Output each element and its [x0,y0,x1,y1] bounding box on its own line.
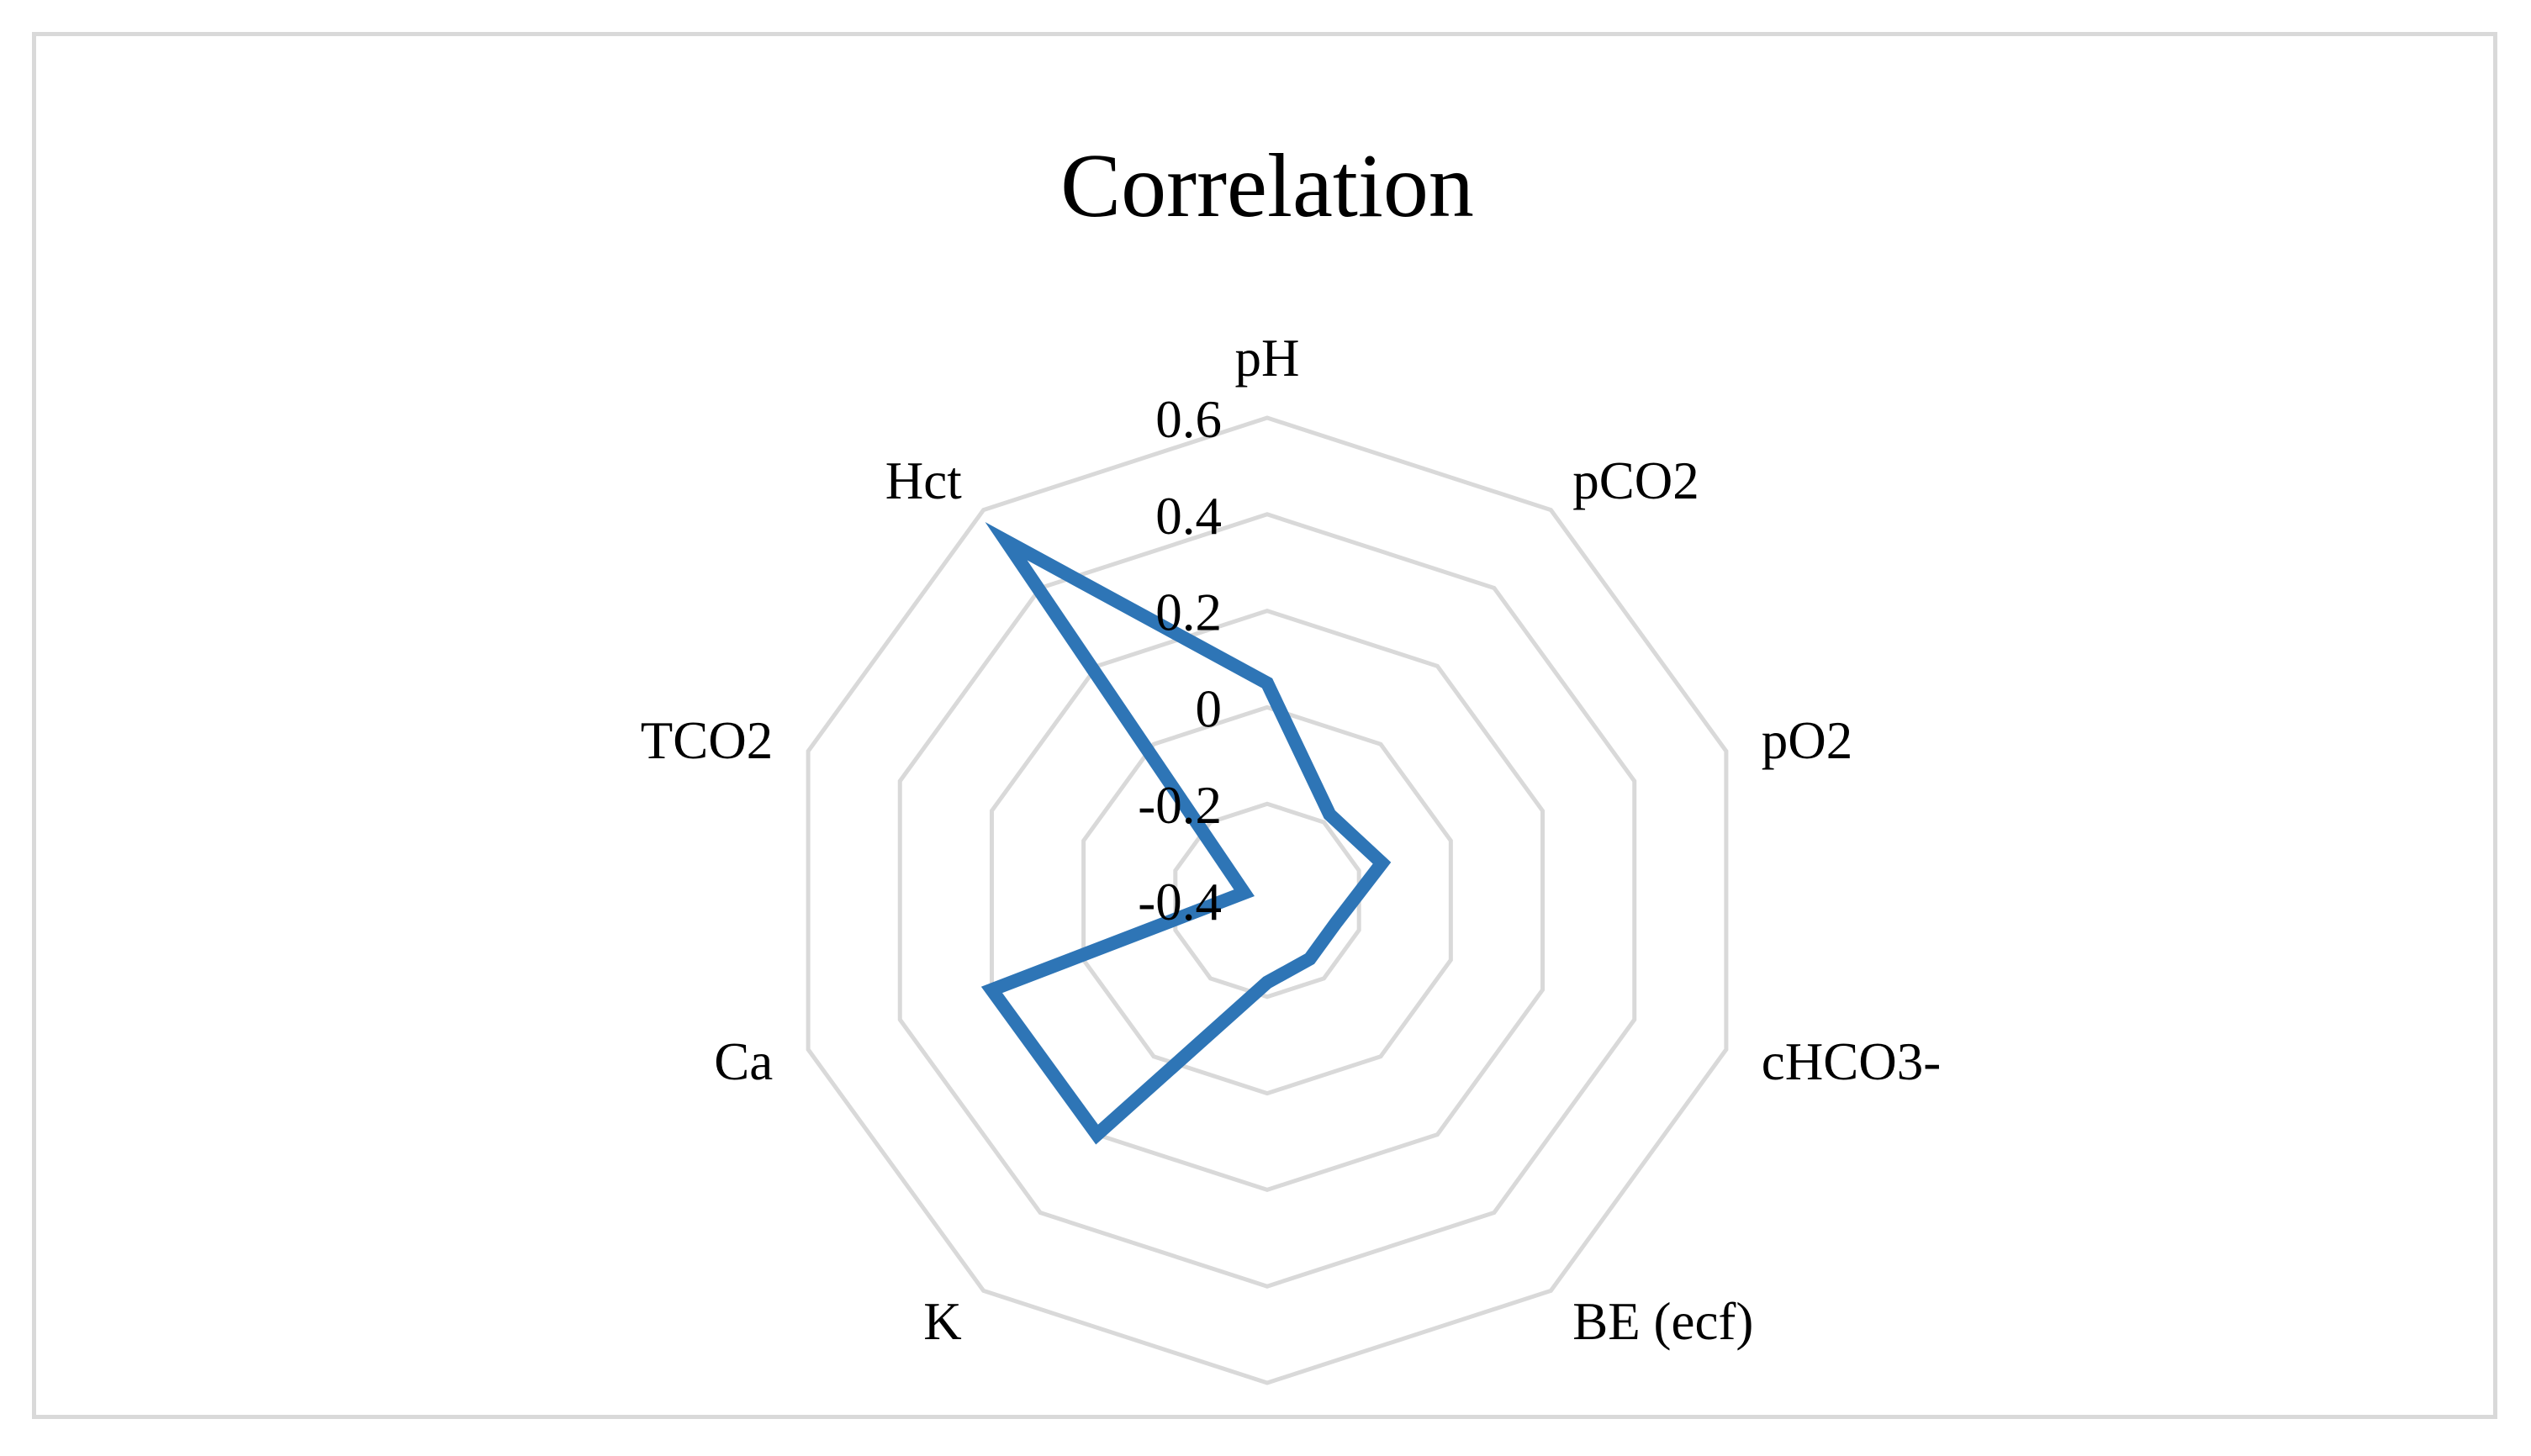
category-label: TCO2 [641,711,774,770]
category-label: pH [1235,329,1300,388]
series-layer [980,522,1392,1145]
category-label: pO2 [1762,711,1853,770]
category-label: K [923,1292,962,1351]
category-label: cHCO3- [1762,1032,1941,1091]
tick-label: 0.4 [1155,487,1222,546]
grid-layer [806,415,1729,1385]
tick-label: -0.2 [1138,776,1222,835]
tick-label: -0.4 [1138,873,1222,931]
category-label: BE (ecf) [1572,1292,1753,1351]
tick-layer: 0.6 0.4 0.2 0 -0.2 -0.4 [1138,390,1222,931]
chart-frame: 0.6 0.4 0.2 0 -0.2 -0.4 pH pCO2 pO2 cHCO3- BE (ec… [32,32,2497,1419]
category-label: Hct [885,451,962,510]
radar-chart: 0.6 0.4 0.2 0 -0.2 -0.4 pH pCO2 pO2 cHCO3- BE (ec… [641,136,1941,1385]
grid-ring [897,512,1637,1289]
grid-ring [1173,801,1361,1000]
category-label: Ca [714,1032,773,1091]
tick-label: 0 [1196,679,1223,738]
grid-ring [806,415,1729,1385]
grid-ring [989,608,1546,1193]
tick-label: 0.2 [1155,583,1222,642]
chart-title: Correlation [1060,136,1474,236]
grid-ring [1081,704,1453,1096]
tick-label: 0.6 [1155,390,1222,449]
category-label: pCO2 [1572,451,1699,510]
